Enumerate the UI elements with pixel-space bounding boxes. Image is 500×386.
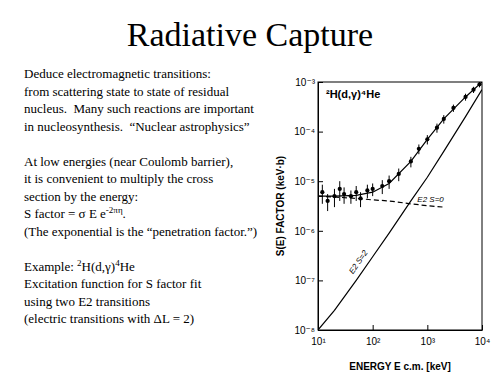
x-tick-mark <box>482 325 483 330</box>
data-point <box>380 184 384 188</box>
fit-curve <box>318 90 482 330</box>
y-tick-label: 10⁻⁴ <box>294 126 315 137</box>
body-line: At low energies (near Coulomb barrier), <box>24 154 233 169</box>
y-tick-mark <box>318 181 323 182</box>
body-line: nucleus. Many such reactions are importa… <box>24 101 254 116</box>
slide: Radiative Capture Deduce electromagnetic … <box>0 0 500 386</box>
data-point <box>358 196 362 200</box>
data-point <box>332 194 336 198</box>
body-line: S factor = σ E e-2πη. <box>24 205 126 221</box>
x-tick-mark <box>373 325 374 330</box>
y-tick-label: 10⁻⁶ <box>294 226 315 237</box>
fit-curve <box>318 196 444 207</box>
x-axis-title: ENERGY E c.m. [keV] <box>349 361 451 372</box>
data-point <box>442 117 446 121</box>
x-tick-label: 10⁴ <box>475 336 490 347</box>
y-tick: 10⁻⁶ <box>294 226 323 237</box>
data-point <box>387 179 391 183</box>
y-tick-mark <box>318 280 323 281</box>
text-segment: it is convenient to multiply the cross <box>24 171 213 186</box>
text-segment: from scattering state to state of residu… <box>24 84 229 99</box>
plot-area <box>318 82 482 330</box>
data-point <box>338 187 342 191</box>
data-point <box>354 190 358 194</box>
data-point <box>451 106 455 110</box>
body-line: (electric transitions with ΔL = 2) <box>24 311 194 326</box>
body-line: Example: 2H(d,γ)4He <box>24 258 135 274</box>
x-tick: 10² <box>366 325 381 347</box>
x-tick-label: 10² <box>366 336 381 347</box>
y-tick: 10⁻³ <box>295 77 323 88</box>
x-tick: 10⁴ <box>475 325 490 347</box>
chart: 10¹ 10² 10³ 10⁴ 10⁻⁸ 10⁻⁷ 10⁻⁶ 10⁻⁵ 10⁻⁴ 10⁻³ ENER… <box>275 77 490 372</box>
y-tick: 10⁻⁸ <box>294 325 323 336</box>
data-point <box>477 82 481 86</box>
data-point <box>417 147 421 151</box>
y-tick-label: 10⁻⁵ <box>294 176 315 187</box>
body-line: Deduce electromagnetic transitions: <box>24 66 211 81</box>
text-segment: (The exponential is the “penetration fac… <box>24 224 257 239</box>
data-point <box>365 188 369 192</box>
body-line: (The exponential is the “penetration fac… <box>24 224 257 239</box>
data-point <box>349 194 353 198</box>
data-point <box>471 88 475 92</box>
data-point <box>326 199 330 203</box>
x-tick-label: 10¹ <box>311 336 326 347</box>
data-point <box>342 192 346 196</box>
y-tick-label: 10⁻⁸ <box>294 325 315 336</box>
y-tick: 10⁻⁵ <box>294 176 323 187</box>
y-tick-label: 10⁻⁷ <box>295 275 315 286</box>
background <box>0 0 500 386</box>
x-axis-line <box>319 330 483 331</box>
slide-title: Radiative Capture <box>127 16 373 53</box>
text-segment: H(d,γ) <box>82 259 116 274</box>
data-point <box>435 126 439 130</box>
y-axis: 10⁻⁸ 10⁻⁷ 10⁻⁶ 10⁻⁵ 10⁻⁴ 10⁻³ <box>294 77 323 336</box>
x-tick-label: 10³ <box>421 336 436 347</box>
data-point <box>397 172 401 176</box>
data-point <box>371 187 375 191</box>
text-segment: (electric transitions with ΔL = 2) <box>24 311 194 326</box>
text-segment: nucleus. Many such reactions are importa… <box>24 101 254 116</box>
text-segment: Example: <box>24 259 77 274</box>
chart-title: ²H(d,γ)⁴He <box>326 88 380 100</box>
y-tick-label: 10⁻³ <box>295 77 315 88</box>
text-segment: in nucleosynthesis. “Nuclear astrophysic… <box>24 119 250 134</box>
body-line: in nucleosynthesis. “Nuclear astrophysic… <box>24 119 250 134</box>
data-point <box>320 190 324 194</box>
y-axis-line <box>318 83 319 331</box>
y-tick: 10⁻⁷ <box>295 275 323 286</box>
data-point <box>425 137 429 141</box>
text-segment: Excitation function for S factor fit <box>24 276 202 291</box>
x-tick: 10³ <box>421 325 436 347</box>
data-point <box>463 95 467 99</box>
fit-curve <box>318 82 482 196</box>
body-line: from scattering state to state of residu… <box>24 84 229 99</box>
y-tick: 10⁻⁴ <box>294 126 323 137</box>
text-segment: . <box>123 206 126 221</box>
text-segment: using two E2 transitions <box>24 294 150 309</box>
body-line: it is convenient to multiply the cross <box>24 171 213 186</box>
y-tick-mark <box>318 132 323 133</box>
text-segment: S factor = σ E e <box>24 206 106 221</box>
body-line: Excitation function for S factor fit <box>24 276 202 291</box>
superscript: -2πη <box>106 205 123 215</box>
error-bar <box>339 181 340 201</box>
curve-label: E2 S=0 <box>417 195 444 204</box>
y-tick-mark <box>318 330 323 331</box>
text-segment: Deduce electromagnetic transitions: <box>24 66 211 81</box>
text-segment: section by the energy: <box>24 189 138 204</box>
data-point <box>409 159 413 163</box>
x-tick-mark <box>427 325 428 330</box>
curve-label: E2 S=2 <box>347 248 370 275</box>
plot-frame <box>318 82 482 330</box>
text-segment: He <box>120 259 135 274</box>
body-line: using two E2 transitions <box>24 294 150 309</box>
y-tick-mark <box>318 82 323 83</box>
body-line: section by the energy: <box>24 189 138 204</box>
y-tick-mark <box>318 231 323 232</box>
text-segment: At low energies (near Coulomb barrier), <box>24 154 233 169</box>
y-axis-title: S(E) FACTOR (keV·b) <box>275 156 286 256</box>
x-axis: 10¹ 10² 10³ 10⁴ <box>311 325 490 347</box>
